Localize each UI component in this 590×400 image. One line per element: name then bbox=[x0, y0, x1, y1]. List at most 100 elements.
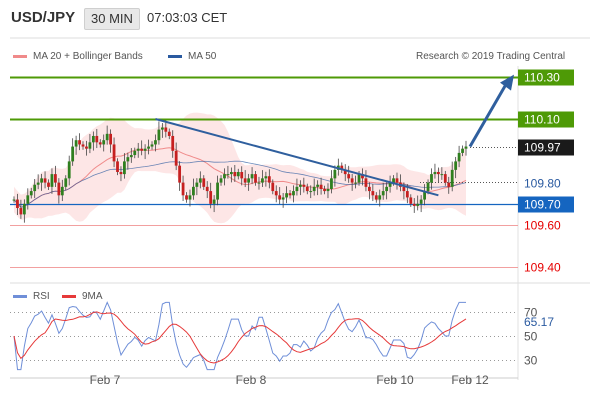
legend-9ma-label: 9MA bbox=[82, 291, 103, 302]
candle-body bbox=[236, 172, 240, 177]
candle-body bbox=[185, 195, 188, 200]
candle-body bbox=[443, 174, 447, 183]
candle-body bbox=[330, 178, 333, 189]
rsi-line bbox=[13, 301, 466, 371]
candle-body bbox=[223, 174, 226, 179]
candle-body bbox=[171, 135, 175, 151]
previous-level-label: 109.80 bbox=[524, 177, 561, 191]
candle-body bbox=[64, 178, 68, 187]
candle-body bbox=[109, 133, 113, 145]
projection-arrow-shaft bbox=[468, 80, 510, 148]
support-label: 109.60 bbox=[524, 219, 561, 233]
candle-body bbox=[16, 199, 19, 209]
candle-body bbox=[212, 199, 216, 204]
candle-body bbox=[371, 191, 375, 196]
candle-body bbox=[133, 150, 137, 156]
9ma-swatch bbox=[62, 294, 76, 298]
candle-body bbox=[361, 174, 364, 179]
candle-body bbox=[54, 174, 57, 183]
legend-9ma: 9MA bbox=[62, 291, 103, 302]
candle-body bbox=[202, 178, 206, 187]
candle-body bbox=[119, 172, 123, 175]
candle-body bbox=[81, 144, 85, 147]
candle-body bbox=[264, 176, 268, 179]
candle-body bbox=[29, 191, 33, 196]
candle-body bbox=[274, 191, 278, 196]
candle-body bbox=[167, 131, 171, 136]
rsi-level-label: 50 bbox=[524, 330, 538, 344]
candle-body bbox=[426, 182, 430, 192]
candle-body bbox=[164, 127, 168, 132]
candle-body bbox=[343, 169, 347, 175]
candle-body bbox=[292, 191, 295, 196]
candle-body bbox=[402, 186, 406, 192]
rsi-9ma-line bbox=[13, 311, 467, 364]
x-tick-label: Feb 8 bbox=[236, 373, 267, 387]
candle-body bbox=[219, 178, 223, 183]
candle-body bbox=[247, 178, 251, 183]
x-tick-label: Feb 7 bbox=[90, 373, 121, 387]
candle-body bbox=[254, 174, 257, 183]
candle-body bbox=[298, 184, 302, 187]
candle-body bbox=[464, 146, 468, 149]
candle-body bbox=[354, 182, 357, 184]
candle-body bbox=[305, 186, 309, 192]
candle-body bbox=[378, 195, 382, 200]
candle-body bbox=[430, 174, 433, 183]
x-tick-label: Feb 10 bbox=[376, 373, 414, 387]
current-price-label-bg bbox=[518, 139, 574, 156]
symbol-title: USD/JPY bbox=[11, 9, 76, 26]
candle-body bbox=[216, 182, 219, 200]
candle-body bbox=[281, 197, 285, 200]
candle-body bbox=[157, 129, 161, 141]
candle-body bbox=[40, 178, 44, 183]
candle-body bbox=[357, 174, 361, 183]
candle-body bbox=[188, 195, 192, 200]
candle-body bbox=[257, 182, 261, 184]
candle-body bbox=[181, 182, 185, 196]
candle-body bbox=[267, 176, 271, 183]
x-tick-label: Feb 12 bbox=[451, 373, 489, 387]
candle-body bbox=[154, 140, 157, 145]
candle-body bbox=[436, 172, 440, 175]
candle-body bbox=[412, 203, 416, 206]
candle-body bbox=[229, 172, 233, 175]
candle-body bbox=[250, 174, 254, 179]
candle-body bbox=[150, 144, 154, 147]
candle-body bbox=[19, 208, 23, 215]
candle-body bbox=[447, 182, 451, 187]
candle-body bbox=[340, 165, 344, 170]
candle-body bbox=[136, 148, 140, 151]
candle-body bbox=[126, 157, 130, 162]
candle-body bbox=[326, 188, 330, 192]
candle-body bbox=[71, 146, 75, 162]
rsi-swatch bbox=[13, 294, 27, 298]
timeframe-badge[interactable]: 30 MIN bbox=[84, 8, 140, 30]
candle-body bbox=[178, 165, 182, 183]
candle-body bbox=[102, 140, 106, 145]
candle-body bbox=[226, 174, 230, 176]
candle-body bbox=[105, 133, 109, 141]
candle-body bbox=[364, 178, 368, 187]
candle-body bbox=[174, 150, 178, 166]
candle-body bbox=[454, 161, 458, 170]
candle-body bbox=[316, 184, 320, 187]
candle-body bbox=[409, 197, 413, 204]
candle-body bbox=[112, 144, 116, 162]
candle-body bbox=[388, 182, 392, 187]
pivot-label-bg bbox=[518, 196, 574, 213]
candle-body bbox=[67, 161, 71, 179]
candle-body bbox=[271, 182, 275, 192]
candle-body bbox=[129, 155, 133, 158]
candle-body bbox=[288, 193, 292, 196]
candle-body bbox=[12, 199, 16, 201]
candle-body bbox=[160, 127, 164, 130]
resistance-label-bg bbox=[518, 69, 574, 86]
candle-body bbox=[261, 178, 264, 183]
rsi-level-label: 70 bbox=[524, 306, 538, 320]
candle-body bbox=[395, 178, 399, 183]
pivot-label: 109.70 bbox=[524, 198, 561, 212]
candle-body bbox=[450, 169, 454, 187]
candle-body bbox=[433, 172, 437, 175]
